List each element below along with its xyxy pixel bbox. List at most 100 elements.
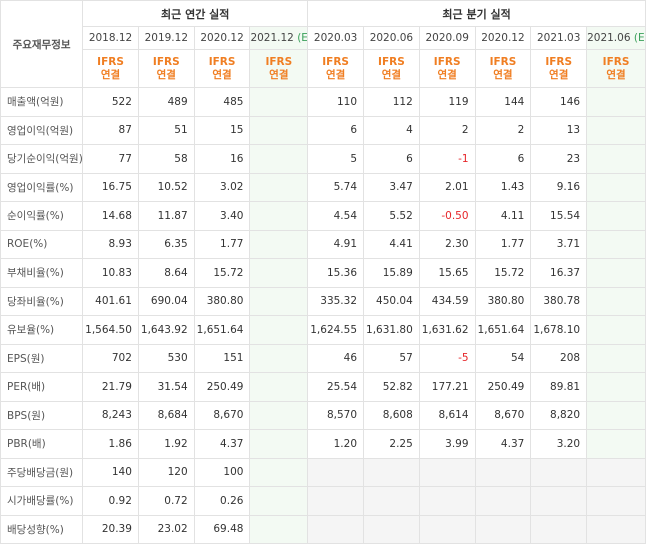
ifrs-text: IFRS (97, 55, 124, 68)
row-label: 당기순이익(억원) (0, 144, 84, 174)
quarter-value-cell: 5.52 (363, 201, 420, 231)
quarter-value-cell: 2 (418, 115, 476, 145)
annual-value-cell: 6.35 (137, 229, 195, 259)
annual-value-cell: 1.86 (82, 429, 139, 459)
quarter-value-cell: 2.01 (418, 172, 476, 202)
quarter-value-cell (586, 144, 646, 174)
quarter-value-cell: -0.50 (418, 201, 476, 231)
table-row: BPS(원) 8,243 8,684 8,670 8,570 8,608 8,614 8,67… (0, 400, 646, 430)
annual-value-cell: 14.68 (82, 201, 139, 231)
annual-value-cell: 15.72 (193, 258, 251, 288)
row-label: ROE(%) (0, 229, 84, 259)
annual-value-cell (249, 258, 309, 288)
quarter-value-cell: 8,608 (363, 400, 420, 430)
ifrs-consolidated-label: IFRS 연결 (363, 49, 420, 88)
quarter-value-cell: 2.25 (363, 429, 420, 459)
annual-value-cell (249, 400, 309, 430)
quarter-value-cell: 15.72 (474, 258, 532, 288)
ifrs-text: IFRS (378, 55, 405, 68)
ifrs-text: IFRS (265, 55, 293, 68)
ifrs-text: IFRS (152, 55, 180, 68)
quarter-value-cell: 335.32 (307, 286, 365, 316)
annual-value-cell (249, 144, 309, 174)
quarter-value-cell: 4.54 (307, 201, 365, 231)
consolidated-text: 연결 (269, 68, 289, 81)
annual-value-cell: 16.75 (82, 172, 139, 202)
quarter-value-cell (363, 514, 420, 544)
quarter-value-cell (586, 229, 646, 259)
annual-value-cell: 3.02 (193, 172, 251, 202)
quarter-value-cell (586, 514, 646, 544)
annual-value-cell (249, 457, 309, 487)
quarter-value-cell: 89.81 (530, 372, 588, 402)
quarter-value-cell (586, 315, 646, 345)
quarter-value-cell: 9.16 (530, 172, 588, 202)
quarter-value-cell: 8,670 (474, 400, 532, 430)
annual-value-cell: 8,684 (137, 400, 195, 430)
quarter-value-cell: 144 (474, 87, 532, 117)
annual-value-cell (249, 172, 309, 202)
quarter-value-cell: 15.65 (418, 258, 476, 288)
consolidated-text: 연결 (549, 68, 569, 81)
table-row: 당기순이익(억원) 77 58 16 5 6 -1 6 23 (0, 144, 646, 174)
annual-value-cell (249, 372, 309, 402)
ifrs-text: IFRS (208, 55, 236, 68)
row-label: 당좌비율(%) (0, 286, 84, 316)
quarter-value-cell: 3.99 (418, 429, 476, 459)
ifrs-consolidated-label: IFRS 연결 (530, 49, 588, 88)
quarter-value-cell: 2.30 (418, 229, 476, 259)
quarter-value-cell (586, 286, 646, 316)
estimate-tag: (E) (297, 32, 308, 44)
annual-value-cell (249, 115, 309, 145)
quarter-value-cell: 3.47 (363, 172, 420, 202)
annual-value-cell: 4.37 (193, 429, 251, 459)
quarter-value-cell (530, 457, 588, 487)
table-row: EPS(원) 702 530 151 46 57 -5 54 208 (0, 343, 646, 373)
annual-value-cell: 100 (193, 457, 251, 487)
annual-value-cell: 11.87 (137, 201, 195, 231)
quarter-value-cell: 52.82 (363, 372, 420, 402)
annual-value-cell: 0.26 (193, 486, 251, 516)
annual-value-cell: 8.93 (82, 229, 139, 259)
quarter-value-cell: 46 (307, 343, 365, 373)
consolidated-text: 연결 (325, 68, 346, 81)
annual-value-cell: 1.77 (193, 229, 251, 259)
quarter-value-cell (363, 486, 420, 516)
quarter-value-cell (418, 514, 476, 544)
period-header-estimate: 2021.06 (E) (586, 26, 646, 50)
consolidated-text: 연결 (493, 68, 513, 81)
period-header: 2020.03 (307, 26, 365, 50)
quarter-value-cell (586, 486, 646, 516)
quarter-value-cell: 4 (363, 115, 420, 145)
row-label: EPS(원) (0, 343, 84, 373)
annual-value-cell: 489 (137, 87, 195, 117)
period-label: 2021.06 (587, 32, 631, 44)
quarter-value-cell: 13 (530, 115, 588, 145)
annual-value-cell (249, 87, 309, 117)
annual-group-header: 최근 연간 실적 (82, 0, 309, 27)
quarter-value-cell: 434.59 (418, 286, 476, 316)
ifrs-text: IFRS (545, 55, 573, 68)
annual-value-cell: 0.72 (137, 486, 195, 516)
ifrs-consolidated-label: IFRS 연결 (137, 49, 195, 88)
annual-value-cell: 380.80 (193, 286, 251, 316)
quarter-value-cell (418, 457, 476, 487)
quarter-value-cell: 1,631.62 (418, 315, 476, 345)
row-label: 유보율(%) (0, 315, 84, 345)
table-row: 배당성향(%) 20.39 23.02 69.48 (0, 514, 646, 544)
quarter-value-cell: 4.91 (307, 229, 365, 259)
quarter-group-header: 최근 분기 실적 (307, 0, 646, 27)
quarter-value-cell (307, 457, 365, 487)
quarter-value-cell: 8,820 (530, 400, 588, 430)
period-header: 2020.12 (474, 26, 532, 50)
quarter-value-cell: 3.20 (530, 429, 588, 459)
annual-value-cell: 21.79 (82, 372, 139, 402)
annual-value-cell: 10.83 (82, 258, 139, 288)
row-label: PBR(배) (0, 429, 84, 459)
quarter-value-cell: 23 (530, 144, 588, 174)
annual-value-cell (249, 486, 309, 516)
quarter-value-cell (586, 400, 646, 430)
quarter-value-cell (586, 87, 646, 117)
quarter-value-cell: 112 (363, 87, 420, 117)
